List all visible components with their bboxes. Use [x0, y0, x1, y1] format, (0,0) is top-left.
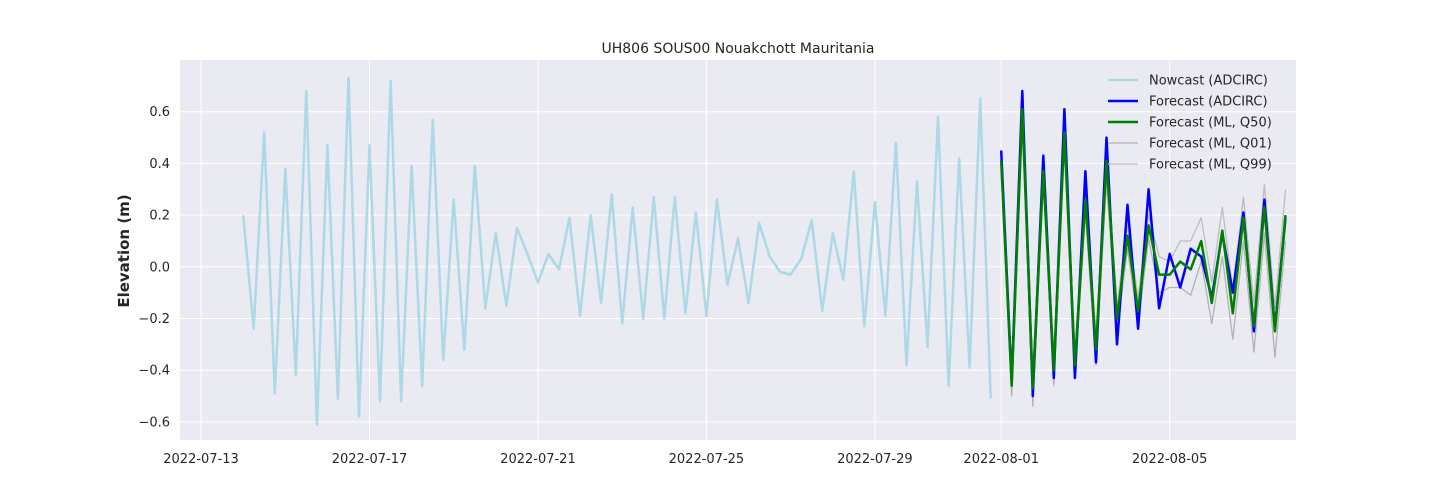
- x-tick-label: 2022-07-25: [669, 452, 745, 467]
- chart-title: UH806 SOUS00 Nouakchott Mauritania: [602, 41, 875, 57]
- x-tick-label: 2022-07-17: [332, 452, 408, 467]
- y-tick-label: 0.0: [149, 260, 170, 275]
- y-tick-label: −0.4: [138, 364, 170, 379]
- legend-label: Forecast (ADCIRC): [1149, 95, 1268, 110]
- x-tick-label: 2022-08-05: [1132, 452, 1208, 467]
- legend-label: Forecast (ML, Q50): [1149, 116, 1272, 131]
- legend-label: Nowcast (ADCIRC): [1149, 74, 1268, 89]
- legend-label: Forecast (ML, Q99): [1149, 158, 1272, 173]
- x-tick-label: 2022-07-13: [163, 452, 239, 467]
- x-tick-label: 2022-07-29: [837, 452, 913, 467]
- legend-label: Forecast (ML, Q01): [1149, 137, 1272, 152]
- y-tick-label: 0.4: [149, 157, 170, 172]
- y-axis-label: Elevation (m): [115, 194, 133, 307]
- x-tick-label: 2022-07-21: [500, 452, 576, 467]
- y-tick-label: 0.6: [149, 105, 170, 120]
- x-tick-labels: 2022-07-13 2022-07-17 2022-07-21 2022-07-25…: [163, 452, 1207, 467]
- x-tick-label: 2022-08-01: [963, 452, 1039, 467]
- legend: Nowcast (ADCIRC) Forecast (ADCIRC) Forecas…: [1108, 74, 1272, 173]
- y-tick-label: −0.6: [138, 415, 170, 430]
- y-tick-label: −0.2: [138, 312, 170, 327]
- y-tick-labels: −0.6 −0.4 −0.2 0.0 0.2 0.4 0.6: [138, 105, 170, 430]
- x-gridlines: [200, 60, 1171, 440]
- y-tick-label: 0.2: [149, 209, 170, 224]
- series-line: [241, 76, 992, 426]
- series-line: [999, 107, 1287, 390]
- series-layer: [241, 76, 1287, 426]
